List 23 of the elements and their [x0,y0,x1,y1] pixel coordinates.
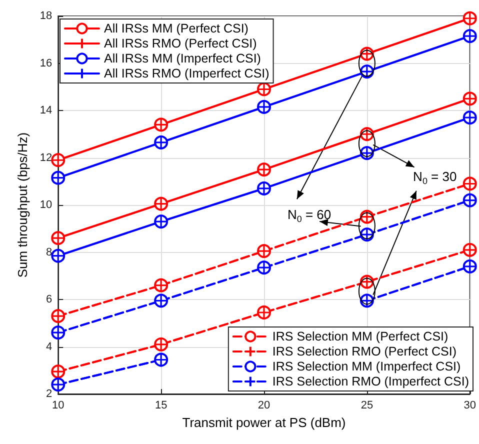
x-tick-label: 20 [258,400,270,412]
y-tick-label: 16 [40,57,52,70]
y-tick-label: 18 [40,10,52,22]
legend-label: IRS Selection RMO (Imperfect CSI) [272,374,469,388]
y-tick-label: 2 [46,388,52,400]
y-tick-label: 14 [40,104,52,116]
x-tick-label: 15 [154,400,168,412]
y-tick-label: 12 [40,152,52,164]
y-tick-label: 6 [46,294,52,306]
legend-label: IRS Selection MM (Imperfect CSI) [272,360,461,374]
legend-label: All IRSs RMO (Imperfect CSI) [104,66,270,80]
x-tick-label: 25 [360,400,374,412]
legend-label: All IRSs MM (Perfect CSI) [104,22,248,36]
legend-label: IRS Selection RMO (Perfect CSI) [272,344,456,358]
x-axis-title: Transmit power at PS (dBm) [182,414,346,430]
y-tick-label: 10 [40,199,52,211]
x-tick-label: 30 [464,400,476,412]
legend-label: All IRSs MM (Imperfect CSI) [104,52,261,66]
y-axis-title: Sum throughput (bps/Hz) [15,132,30,278]
legend-label: IRS Selection MM (Perfect CSI) [272,330,448,344]
legend-label: All IRSs RMO (Perfect CSI) [104,36,257,50]
y-tick-label: 8 [46,246,52,258]
y-tick-label: 4 [46,340,52,353]
